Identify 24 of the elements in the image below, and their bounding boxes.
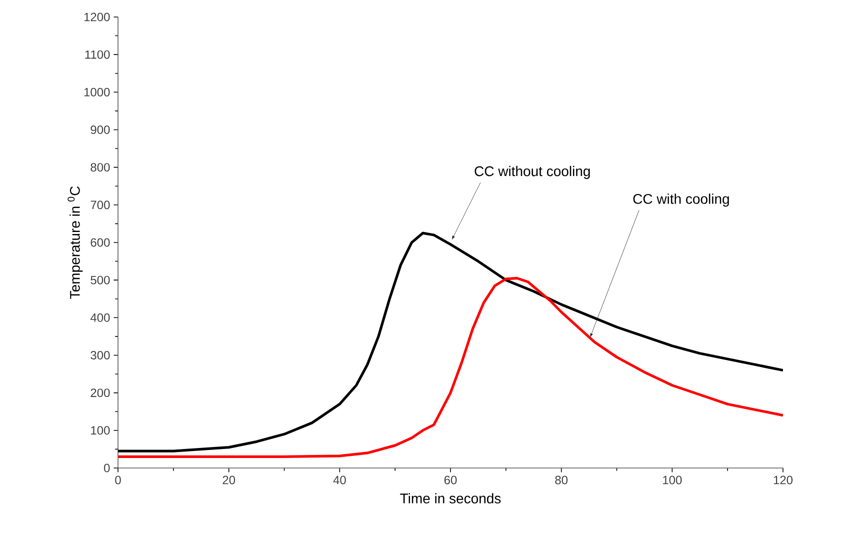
x-tick-label: 120: [774, 476, 793, 484]
x-tick-label: 100: [663, 476, 682, 484]
x-tick-label: 60: [444, 476, 457, 484]
y-tick-label: 1200: [84, 12, 110, 22]
annotation: CC with cooling: [633, 194, 729, 207]
y-tick-label: 1100: [85, 50, 110, 59]
y-tick-label: 1000: [84, 88, 110, 96]
x-tick-label: 80: [555, 476, 568, 484]
annotation: CC without cooling: [474, 166, 590, 179]
y-axis-title: Temperature in $^{0}$C: [68, 186, 83, 299]
y-tick-label: 100: [91, 426, 110, 435]
x-axis-title: Time in seconds: [400, 493, 501, 504]
y-tick-label: 300: [90, 350, 110, 360]
y-tick-label: 800: [90, 163, 110, 172]
y-tick-label: 200: [90, 388, 110, 398]
y-tick-label: 900: [90, 125, 110, 134]
y-tick-label: 400: [90, 313, 110, 322]
y-tick-label: 500: [90, 276, 110, 284]
x-tick-label: 0: [115, 476, 121, 484]
y-tick-label: 600: [90, 238, 110, 247]
x-tick-label: 20: [222, 476, 236, 484]
x-tick-label: 40: [333, 476, 346, 484]
y-tick-label: 700: [90, 200, 110, 210]
y-tick-label: 0: [104, 464, 110, 472]
